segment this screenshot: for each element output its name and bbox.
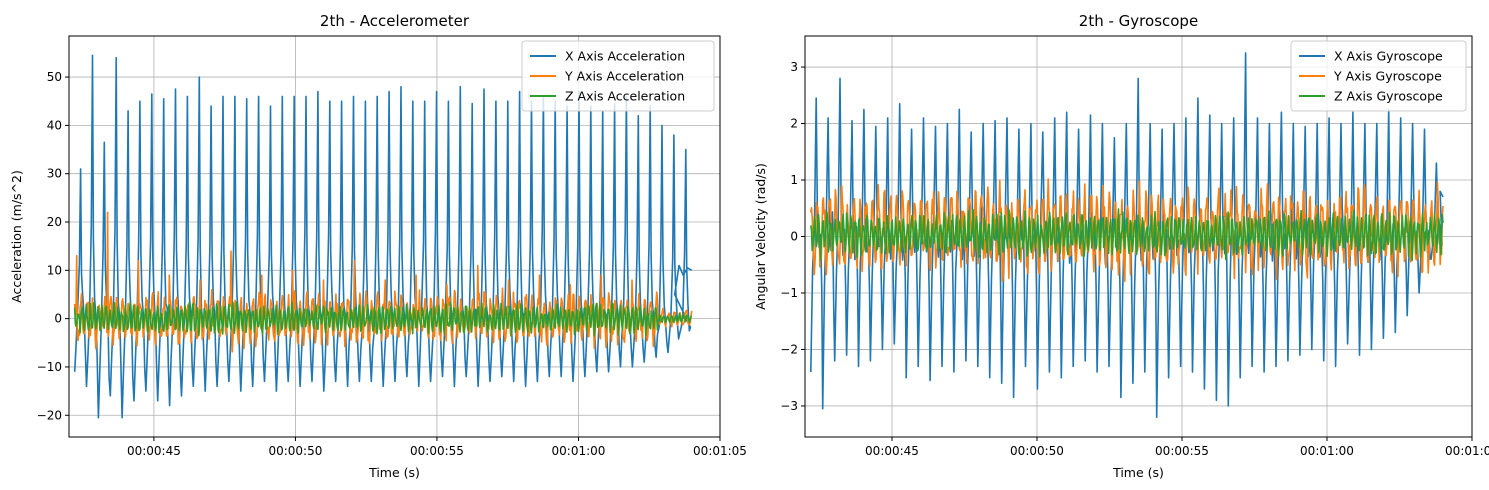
y-tick-label: 20: [47, 215, 62, 229]
y-tick-label: 40: [47, 118, 62, 132]
y-tick-label: 30: [47, 167, 62, 181]
legend-entry: Y Axis Acceleration: [564, 69, 684, 84]
series-line-3: [810, 208, 1444, 262]
plot-area: [73, 54, 693, 419]
legend-box: [521, 40, 715, 112]
x-tick-label: 00:00:45: [127, 444, 181, 458]
chart-panel-2: 00:00:45 00:00:50 00:00:55 00:01:00 00:01:05…: [753, 12, 1489, 480]
y-tick-label: 1: [790, 173, 798, 187]
x-tick-label: 00:01:05: [693, 444, 747, 458]
x-tick-label: 00:00:45: [865, 444, 919, 458]
legend-entry: Z Axis Gyroscope: [1334, 89, 1443, 104]
y-tick-label: −2: [780, 342, 798, 356]
y-tick-label: −3: [780, 399, 798, 413]
legend-entry: X Axis Gyroscope: [1334, 49, 1443, 64]
chart-panel-1: 00:00:45 00:00:50 00:00:55 00:01:00 00:01:05…: [9, 12, 747, 480]
legend: X Axis Acceleration Y Axis Acceleration Z …: [521, 40, 715, 112]
x-axis-label: Time (s): [368, 465, 420, 480]
plot-frame: [68, 35, 721, 438]
y-tick-label: −20: [37, 408, 62, 422]
legend: X Axis Gyroscope Y Axis Gyroscope Z Axis G…: [1290, 40, 1467, 112]
plot-area: [810, 52, 1444, 418]
legend-entry: Z Axis Acceleration: [565, 89, 685, 104]
y-tick-label: 0: [54, 312, 62, 326]
y-axis-label: Angular Velocity (rad/s): [753, 163, 768, 310]
x-axis-label: Time (s): [1112, 465, 1164, 480]
y-axis-label: Acceleration (m/s^2): [9, 170, 24, 303]
x-tick-label: 00:01:00: [1300, 444, 1354, 458]
y-tick-label: 2: [790, 117, 798, 131]
x-tick-label: 00:00:55: [1155, 444, 1209, 458]
x-tick-label: 00:00:50: [268, 444, 322, 458]
chart-title: 2th - Accelerometer: [320, 12, 470, 30]
x-tick-label: 00:00:55: [410, 444, 464, 458]
series-line-3: [73, 301, 693, 337]
y-tick-label: 10: [47, 263, 62, 277]
y-tick-label: 50: [47, 70, 62, 84]
legend-entry: Y Axis Gyroscope: [1333, 69, 1442, 84]
x-tick-label: 00:00:50: [1010, 444, 1064, 458]
y-tick-label: −10: [37, 360, 62, 374]
y-tick-label: 3: [790, 60, 798, 74]
y-tick-label: 0: [790, 230, 798, 244]
legend-box: [1290, 40, 1467, 112]
series-line-2: [73, 211, 693, 353]
x-tick-label: 00:01:00: [552, 444, 606, 458]
y-tick-label: −1: [780, 286, 798, 300]
legend-entry: X Axis Acceleration: [565, 49, 685, 64]
x-tick-label: 00:01:05: [1445, 444, 1489, 458]
chart-title: 2th - Gyroscope: [1079, 12, 1198, 30]
